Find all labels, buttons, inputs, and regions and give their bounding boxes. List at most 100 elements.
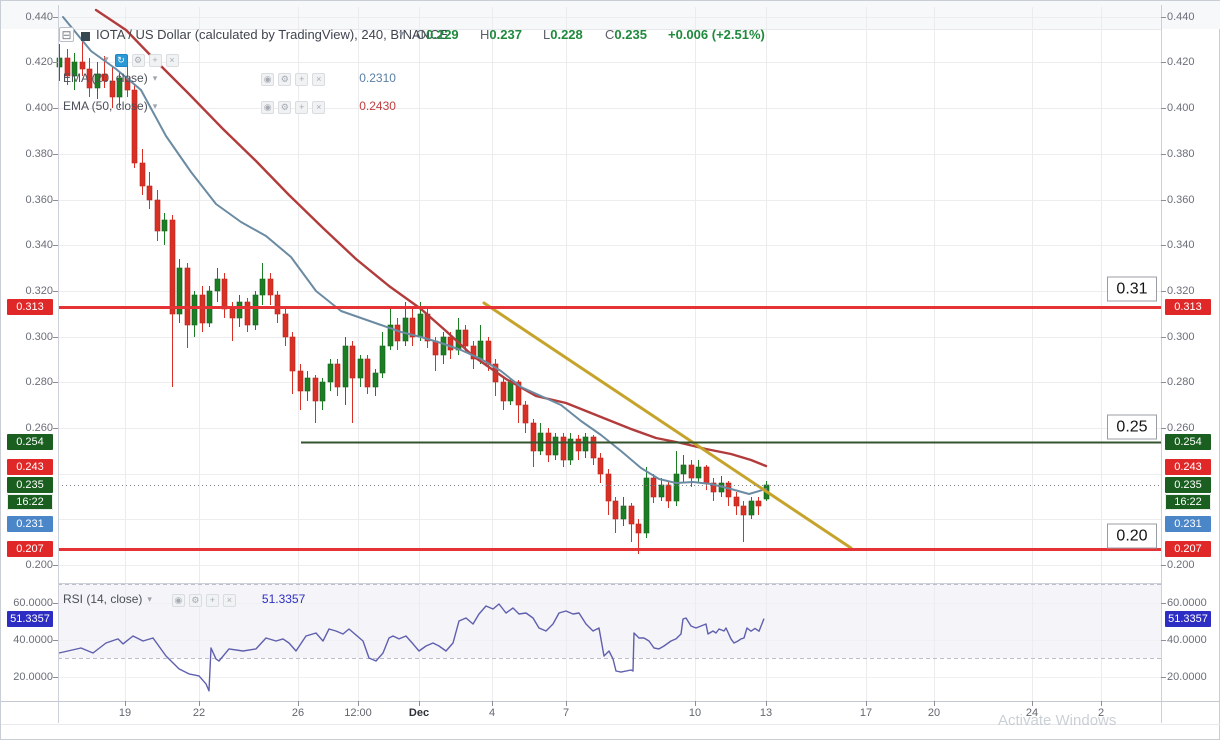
close-icon[interactable]: × xyxy=(312,72,326,86)
price-tick-label: 0.340 xyxy=(25,239,53,251)
ema50-buttons: ◉ ⚙ + × xyxy=(261,99,329,114)
chevron-down-icon[interactable]: ▾ xyxy=(104,53,109,64)
time-tick-label: 12:00 xyxy=(344,707,372,719)
price-tick-label: 0.380 xyxy=(1167,148,1195,160)
rsi-line xyxy=(58,603,765,692)
price-tick-label: 0.440 xyxy=(1167,11,1195,23)
chevron-down-icon[interactable]: ▾ xyxy=(152,72,158,83)
eye-icon[interactable]: ◉ xyxy=(261,72,275,86)
ohlc-low: L0.228 xyxy=(543,27,583,45)
time-tick-label: 10 xyxy=(688,707,702,719)
rsi-tick-label: 60.0000 xyxy=(1167,597,1207,609)
high-value: 0.237 xyxy=(489,27,522,42)
time-tick-label: 2 xyxy=(1097,707,1105,719)
price-label-green: 0.254 xyxy=(7,434,53,450)
price-tick-label: 0.400 xyxy=(25,102,53,114)
rsi-label[interactable]: RSI (14, close) xyxy=(63,592,143,606)
price-annotation-box[interactable]: 0.31 xyxy=(1107,276,1157,302)
close-icon[interactable]: × xyxy=(165,53,179,67)
rsi-tick-label: 60.0000 xyxy=(13,597,53,609)
price-tick-label: 0.440 xyxy=(25,11,53,23)
price-tick-label: 0.400 xyxy=(1167,102,1195,114)
ohlc-high: H0.237 xyxy=(480,27,522,45)
add-icon[interactable]: + xyxy=(148,53,162,67)
add-icon[interactable]: + xyxy=(295,100,309,114)
settings-icon[interactable]: ⚙ xyxy=(278,72,292,86)
settings-icon[interactable]: ⚙ xyxy=(278,100,292,114)
ema50-label[interactable]: EMA (50, close) xyxy=(63,99,148,113)
time-tick-label: 22 xyxy=(192,707,206,719)
eye-icon[interactable]: ◉ xyxy=(261,100,275,114)
settings-icon[interactable]: ⚙ xyxy=(188,593,202,607)
time-tick-label: 17 xyxy=(859,707,873,719)
price-tick-label: 0.420 xyxy=(1167,56,1195,68)
time-tick-label: Dec xyxy=(408,707,430,719)
add-icon[interactable]: + xyxy=(205,593,219,607)
close-value: 0.235 xyxy=(614,27,647,42)
sync-icon[interactable]: ↻ xyxy=(114,53,128,67)
chevron-down-icon[interactable]: ▾ xyxy=(152,100,158,111)
ema20-label[interactable]: EMA (20, close) xyxy=(63,71,148,85)
time-tick-label: 19 xyxy=(118,707,132,719)
settings-icon[interactable]: ⚙ xyxy=(131,53,145,67)
rsi-tick-label: 40.0000 xyxy=(1167,634,1207,646)
eye-icon[interactable]: ◉ xyxy=(171,593,185,607)
price-tick-label: 0.200 xyxy=(25,559,53,571)
ema50-line xyxy=(94,8,768,468)
series-legend-buttons: ↻ ⚙ + × xyxy=(114,52,183,67)
series-legend-row: ▾ ↻ ⚙ + × xyxy=(99,51,183,67)
rsi-value-label: 51.3357 xyxy=(7,611,53,627)
price-tick-label: 0.260 xyxy=(1167,422,1195,434)
close-label: C xyxy=(605,27,615,42)
rsi-tick-label: 40.0000 xyxy=(13,634,53,646)
open-value: 0.229 xyxy=(426,27,459,42)
ema50-value: 0.2430 xyxy=(359,99,396,113)
price-label-countdown: 16:22 xyxy=(7,494,53,510)
open-label: O xyxy=(416,27,427,42)
price-annotation-box[interactable]: 0.20 xyxy=(1107,523,1157,549)
ema20-value: 0.2310 xyxy=(359,71,396,85)
trendline xyxy=(482,301,853,550)
time-tick-label: 24 xyxy=(1025,707,1039,719)
chevron-down-icon[interactable]: ▾ xyxy=(399,29,405,40)
price-label-red: 0.243 xyxy=(1165,459,1211,475)
time-tick-label: 4 xyxy=(488,707,496,719)
rsi-buttons: ◉ ⚙ + × xyxy=(171,592,240,607)
price-tick-label: 0.300 xyxy=(1167,331,1195,343)
chevron-down-icon[interactable]: ▾ xyxy=(147,593,152,604)
time-tick-label: 20 xyxy=(927,707,941,719)
activate-windows-watermark: Activate Windows xyxy=(998,712,1117,729)
time-tick-label: 7 xyxy=(562,707,570,719)
price-label-red: 0.243 xyxy=(7,459,53,475)
close-icon[interactable]: × xyxy=(222,593,236,607)
price-label-red: 0.313 xyxy=(7,299,53,315)
price-label-countdown: 16:22 xyxy=(1165,494,1211,510)
price-tick-label: 0.200 xyxy=(1167,559,1195,571)
price-tick-label: 0.360 xyxy=(1167,194,1195,206)
candles-group xyxy=(56,57,770,534)
price-annotation-box[interactable]: 0.25 xyxy=(1107,414,1157,440)
price-label-green: 0.254 xyxy=(1165,434,1211,450)
price-tick-label: 0.420 xyxy=(25,56,53,68)
high-label: H xyxy=(480,27,490,42)
collapse-icon[interactable]: ⊟ xyxy=(59,27,74,42)
rsi-value: 51.3357 xyxy=(261,592,306,606)
price-tick-label: 0.360 xyxy=(25,194,53,206)
rsi-tick-label: 20.0000 xyxy=(13,671,53,683)
symbol-title[interactable]: IOTA / US Dollar (calculated by TradingV… xyxy=(96,27,449,42)
ema20-buttons: ◉ ⚙ + × xyxy=(261,71,329,86)
price-label-red: 0.207 xyxy=(7,541,53,557)
ohlc-close: C0.235 xyxy=(605,27,647,45)
time-tick-label: 26 xyxy=(291,707,305,719)
price-label-red: 0.207 xyxy=(1165,541,1211,557)
price-label-blue: 0.231 xyxy=(1165,516,1211,532)
close-icon[interactable]: × xyxy=(312,100,326,114)
price-tick-label: 0.340 xyxy=(1167,239,1195,251)
ema50-legend-row: EMA (50, close) ▾ ◉ ⚙ + × 0.2430 xyxy=(63,98,396,114)
add-icon[interactable]: + xyxy=(295,72,309,86)
price-tick-label: 0.280 xyxy=(25,376,53,388)
price-tick-label: 0.320 xyxy=(25,285,53,297)
symbol-marker-icon xyxy=(81,32,90,41)
price-tick-label: 0.320 xyxy=(1167,285,1195,297)
